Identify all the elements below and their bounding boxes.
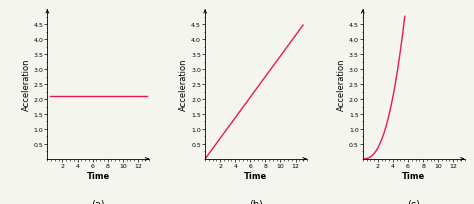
Text: (b): (b) <box>249 199 263 204</box>
Y-axis label: Acceleration: Acceleration <box>337 59 346 111</box>
X-axis label: Time: Time <box>87 171 110 180</box>
Text: (a): (a) <box>91 199 105 204</box>
Y-axis label: Acceleration: Acceleration <box>179 59 188 111</box>
Y-axis label: Acceleration: Acceleration <box>22 59 31 111</box>
Text: (c): (c) <box>407 199 420 204</box>
X-axis label: Time: Time <box>244 171 268 180</box>
X-axis label: Time: Time <box>402 171 425 180</box>
